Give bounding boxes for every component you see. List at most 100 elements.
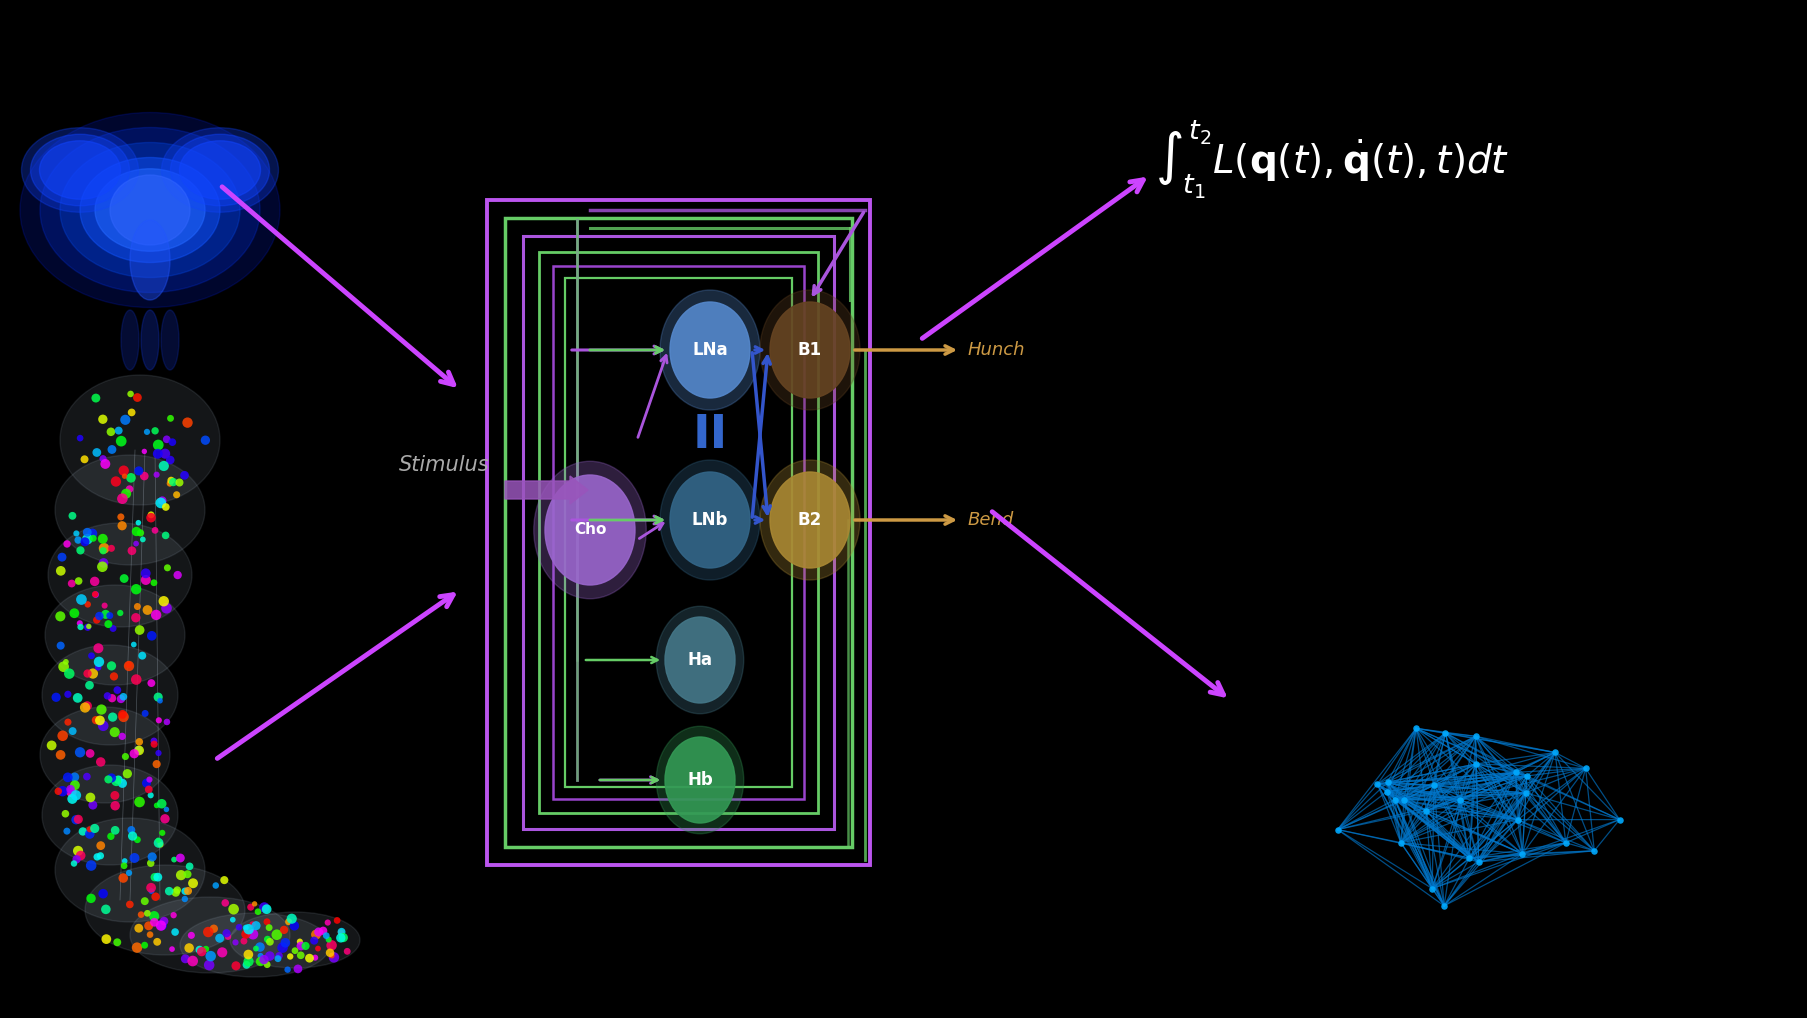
Point [137,880,166,896]
Point [179,953,208,969]
Point [101,773,130,789]
Point [54,686,83,702]
Point [1429,898,1458,914]
Point [136,787,164,803]
Point [125,622,154,638]
Point [76,826,105,842]
Point [206,930,235,947]
Point [114,657,143,673]
Ellipse shape [656,607,743,714]
Point [184,942,213,958]
Point [98,690,126,706]
Point [92,688,121,704]
Point [146,495,175,511]
Ellipse shape [49,523,192,627]
Point [47,637,76,654]
Point [80,530,108,547]
Point [136,772,164,788]
Point [233,947,262,963]
Point [69,824,98,840]
Point [60,605,89,621]
Ellipse shape [660,460,759,580]
Point [47,549,76,565]
Point [89,543,117,559]
Point [249,952,278,968]
Point [125,920,154,937]
Point [108,709,137,725]
Point [280,917,309,934]
Point [159,907,188,923]
Point [38,737,67,753]
Point [155,475,184,492]
Point [143,689,172,705]
Point [130,468,159,485]
Point [65,744,94,760]
Point [267,940,296,956]
Point [125,734,154,750]
Point [101,823,130,839]
Point [108,706,137,723]
Ellipse shape [45,585,184,685]
Text: Ha: Ha [687,651,712,669]
Point [152,432,181,448]
Point [98,442,126,458]
Point [85,608,114,624]
Point [157,472,186,489]
Point [304,924,332,941]
Point [52,823,81,839]
Point [264,951,293,967]
Point [139,736,168,752]
Point [143,797,172,813]
Point [148,493,177,509]
Point [117,543,146,559]
Point [123,832,152,848]
Point [117,404,146,420]
Ellipse shape [54,455,204,565]
Point [105,422,134,439]
Point [103,935,132,951]
Ellipse shape [20,113,280,307]
Text: Hunch: Hunch [967,341,1025,359]
Point [92,931,121,948]
Point [123,742,152,758]
Ellipse shape [665,617,735,703]
Point [56,781,85,797]
Point [123,599,152,615]
Point [179,875,208,892]
Point [61,525,90,542]
Ellipse shape [670,472,750,568]
Point [132,775,161,791]
Point [159,851,188,867]
Point [72,531,101,548]
Point [90,541,119,557]
Point [152,600,181,616]
Point [125,794,154,810]
Point [85,713,114,729]
Point [70,451,99,467]
Point [90,456,119,472]
Point [210,872,239,889]
Point [332,944,361,960]
Point [146,837,175,853]
Point [94,772,123,788]
Point [157,434,186,450]
Point [172,951,201,967]
Point [107,433,136,449]
Point [103,682,132,698]
Point [49,783,78,799]
Point [114,658,143,674]
Point [1500,765,1529,781]
Point [110,857,139,873]
Point [141,869,170,886]
Ellipse shape [42,645,177,745]
Point [83,612,112,628]
Point [170,883,199,899]
Ellipse shape [161,310,179,370]
Point [60,777,89,793]
Point [231,919,260,936]
Point [327,923,356,940]
Point [123,940,152,956]
Point [89,451,117,467]
Point [110,748,139,765]
Point [51,654,80,670]
